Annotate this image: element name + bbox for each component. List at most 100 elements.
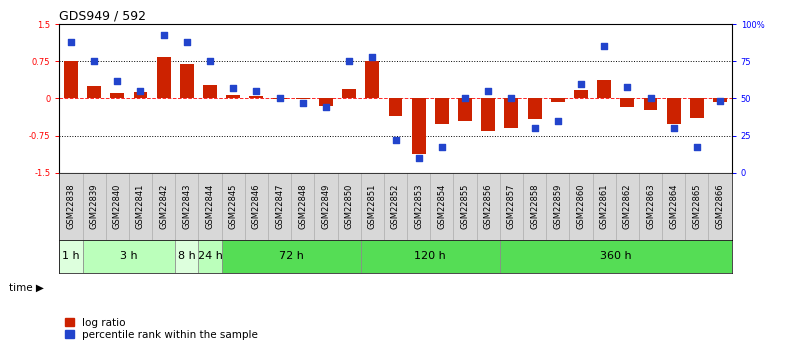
Bar <box>176 172 199 240</box>
Bar <box>87 86 101 98</box>
Bar <box>110 93 124 98</box>
Text: 360 h: 360 h <box>600 252 631 262</box>
Text: GSM22845: GSM22845 <box>229 184 238 229</box>
Bar <box>180 64 194 98</box>
Bar <box>226 95 240 98</box>
Point <box>691 145 703 150</box>
Bar <box>574 90 588 98</box>
Point <box>180 39 193 45</box>
Point <box>250 88 263 94</box>
Bar <box>244 172 268 240</box>
Bar <box>505 98 518 128</box>
Text: GSM22844: GSM22844 <box>206 184 214 229</box>
Point <box>111 78 123 83</box>
Text: GSM22838: GSM22838 <box>66 184 75 229</box>
Bar <box>597 80 611 98</box>
Point <box>320 105 332 110</box>
Bar <box>453 172 477 240</box>
Bar <box>221 172 244 240</box>
Point <box>551 118 564 124</box>
Bar <box>644 98 657 110</box>
Bar <box>273 98 286 99</box>
Bar <box>291 172 314 240</box>
Text: GSM22866: GSM22866 <box>716 184 725 229</box>
Text: GSM22862: GSM22862 <box>623 184 632 229</box>
Bar <box>639 172 662 240</box>
Text: GDS949 / 592: GDS949 / 592 <box>59 10 146 23</box>
Bar <box>361 240 500 273</box>
Bar <box>528 98 542 119</box>
Point <box>273 96 286 101</box>
Point <box>482 88 494 94</box>
Point <box>598 44 611 49</box>
Text: GSM22850: GSM22850 <box>345 184 354 229</box>
Text: GSM22848: GSM22848 <box>298 184 307 229</box>
Bar <box>615 172 639 240</box>
Text: GSM22847: GSM22847 <box>275 184 284 229</box>
Bar <box>481 98 495 130</box>
Bar <box>709 172 732 240</box>
Text: GSM22840: GSM22840 <box>113 184 122 229</box>
Point <box>668 125 680 131</box>
Bar <box>412 98 426 154</box>
Bar <box>203 85 217 98</box>
Point <box>644 96 657 101</box>
Point <box>528 125 541 131</box>
Point <box>297 100 309 106</box>
Bar <box>64 61 78 98</box>
Point <box>343 59 355 64</box>
Text: GSM22843: GSM22843 <box>183 184 191 229</box>
Point <box>459 96 471 101</box>
Text: GSM22855: GSM22855 <box>460 184 470 229</box>
Text: 24 h: 24 h <box>198 252 222 262</box>
Bar <box>199 240 221 273</box>
Bar <box>59 240 82 273</box>
Bar <box>547 172 570 240</box>
Text: GSM22842: GSM22842 <box>159 184 168 229</box>
Point <box>389 137 402 143</box>
Bar <box>713 98 727 102</box>
Text: GSM22841: GSM22841 <box>136 184 145 229</box>
Bar <box>59 172 82 240</box>
Bar <box>268 172 291 240</box>
Bar <box>435 98 448 124</box>
Text: GSM22853: GSM22853 <box>414 184 423 229</box>
Bar <box>82 172 106 240</box>
Bar <box>296 98 310 99</box>
Bar <box>199 172 221 240</box>
Point <box>134 88 147 94</box>
Bar <box>134 92 147 98</box>
Bar <box>388 98 403 116</box>
Text: GSM22846: GSM22846 <box>252 184 261 229</box>
Text: GSM22863: GSM22863 <box>646 184 655 229</box>
Bar <box>314 172 338 240</box>
Text: 1 h: 1 h <box>62 252 80 262</box>
Bar <box>620 98 634 107</box>
Text: GSM22861: GSM22861 <box>600 184 608 229</box>
Point <box>574 81 587 86</box>
Bar <box>365 61 379 98</box>
Bar <box>338 172 361 240</box>
Point <box>366 54 379 60</box>
Text: 72 h: 72 h <box>278 252 304 262</box>
Bar <box>477 172 500 240</box>
Text: GSM22852: GSM22852 <box>391 184 400 229</box>
Point <box>621 84 634 89</box>
Bar <box>500 240 732 273</box>
Bar <box>458 98 472 121</box>
Point <box>65 39 78 45</box>
Text: 120 h: 120 h <box>414 252 446 262</box>
Point <box>505 96 518 101</box>
Bar <box>685 172 709 240</box>
Text: GSM22860: GSM22860 <box>577 184 585 229</box>
Bar <box>430 172 453 240</box>
Bar <box>551 98 565 102</box>
Bar <box>570 172 592 240</box>
Point <box>157 32 170 37</box>
Point <box>412 155 425 160</box>
Bar <box>690 98 704 118</box>
Point <box>436 145 448 150</box>
Point <box>227 85 240 91</box>
Text: GSM22858: GSM22858 <box>530 184 539 229</box>
Legend: log ratio, percentile rank within the sample: log ratio, percentile rank within the sa… <box>65 318 258 340</box>
